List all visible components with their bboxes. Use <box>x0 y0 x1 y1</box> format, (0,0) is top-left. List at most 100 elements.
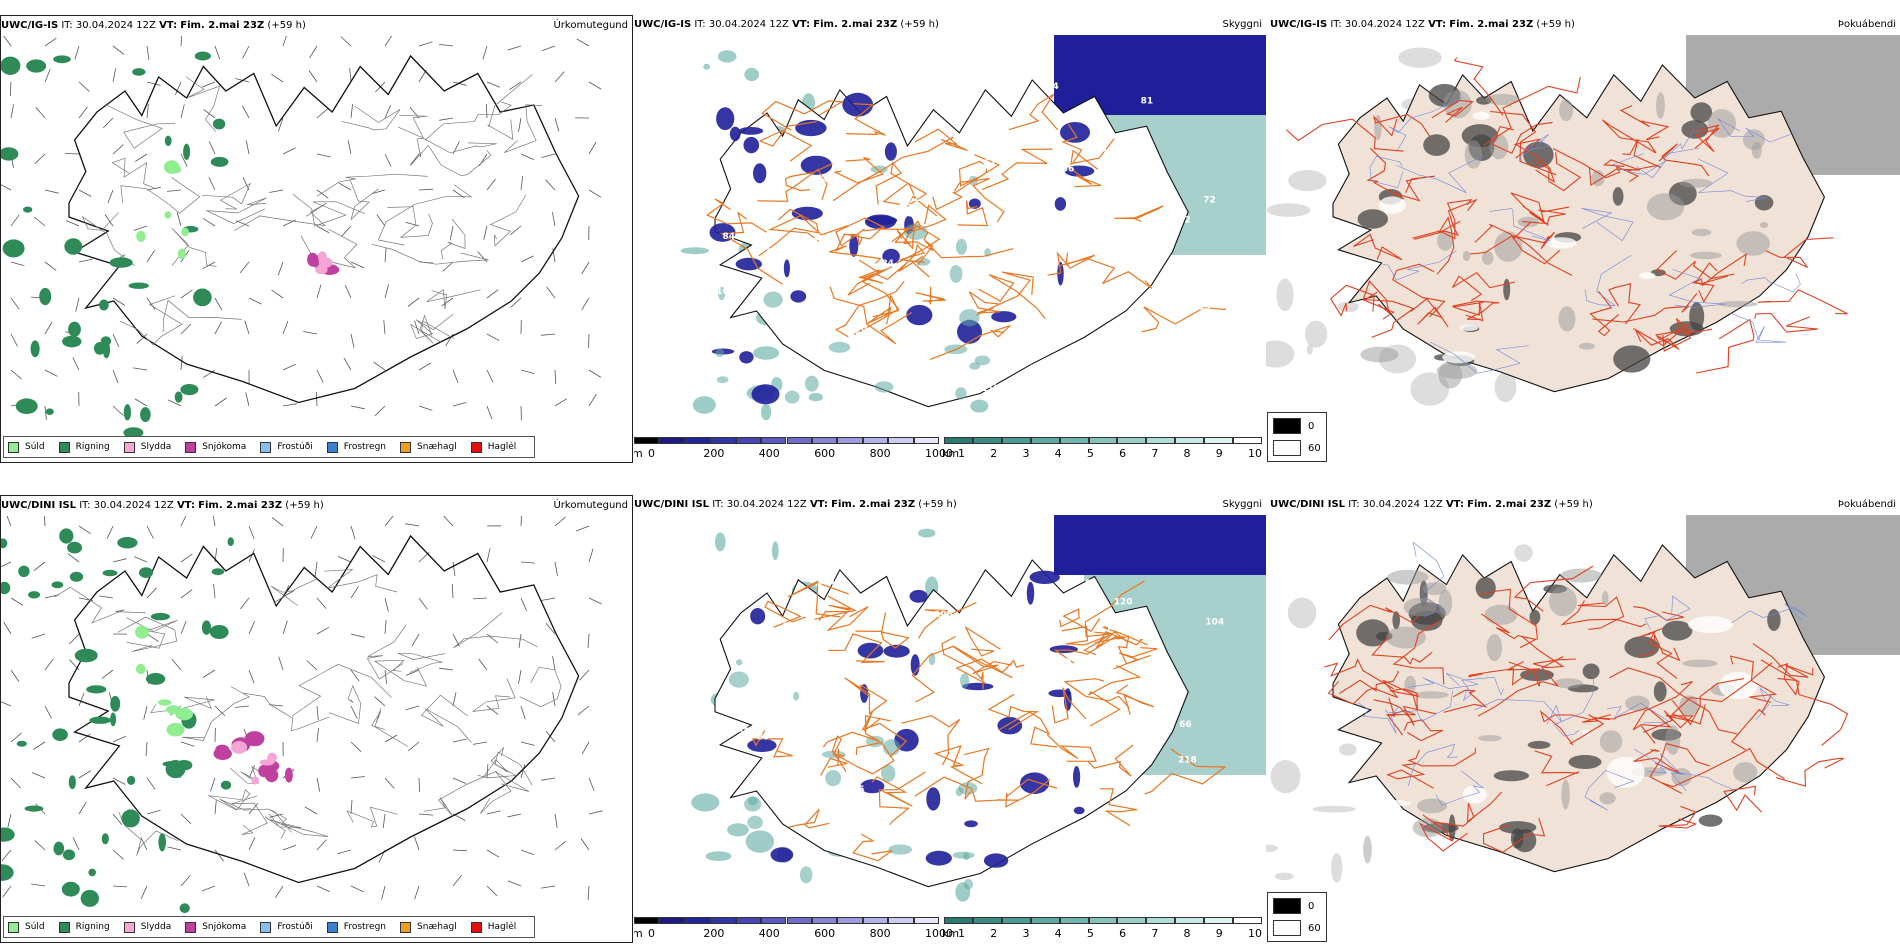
road-line <box>371 243 489 265</box>
road-line <box>349 179 379 221</box>
road-line <box>1552 148 1639 183</box>
road-line <box>346 806 398 828</box>
colorbar-segment <box>811 917 838 924</box>
fog-area <box>1510 828 1524 849</box>
rain-area <box>193 288 212 307</box>
road-line <box>1386 697 1416 736</box>
wind-barb <box>418 188 434 191</box>
wind-barb <box>78 801 87 815</box>
wind-barb <box>146 587 157 599</box>
fog-area <box>1646 193 1685 221</box>
road-line <box>1392 263 1446 318</box>
wind-barb <box>44 594 59 599</box>
fog-legend-label: 60 <box>1308 922 1321 934</box>
legend-label: Rigning <box>75 922 110 932</box>
rain-area <box>102 569 118 577</box>
wind-barb <box>31 883 46 887</box>
river-line <box>1396 155 1484 194</box>
low-cloud-area <box>783 259 790 278</box>
wind-barb <box>316 728 319 743</box>
legend-item: Snjókoma <box>185 921 246 933</box>
visibility-value: 101 <box>716 287 735 297</box>
wind-barb <box>167 846 182 851</box>
wind-barb <box>541 45 556 52</box>
wind-barb <box>145 741 148 757</box>
road-line <box>1638 627 1678 679</box>
wind-barb <box>350 586 359 599</box>
road-line <box>719 211 783 285</box>
legend-label: Frostregn <box>343 442 387 452</box>
road-line <box>1671 662 1773 725</box>
wind-barb <box>282 363 296 371</box>
road-line <box>341 105 401 131</box>
road-line <box>878 771 926 826</box>
road-line <box>1386 763 1434 789</box>
low-cloud-area <box>716 107 735 131</box>
wind-barb <box>304 806 318 815</box>
wind-barb <box>316 885 330 893</box>
low-cloud-area <box>1054 197 1067 211</box>
legend-item: Frostregn <box>326 921 386 933</box>
road-line <box>426 289 481 310</box>
wind-barb <box>33 561 46 572</box>
wind-barb <box>282 844 297 851</box>
colorbar-segment <box>761 917 787 924</box>
fog-swatch <box>1273 440 1301 456</box>
low-visibility-area <box>784 390 800 404</box>
visibility-value: 53 <box>744 728 757 738</box>
low-visibility-area <box>735 659 743 666</box>
road-line <box>201 182 252 210</box>
rain-area <box>123 427 144 438</box>
fog-area <box>1417 798 1447 814</box>
visibility-value: 86 <box>1176 378 1189 388</box>
fog-area <box>1357 209 1388 229</box>
road-line <box>481 747 508 779</box>
road-line <box>377 184 473 246</box>
wind-barb <box>439 117 454 121</box>
road-line <box>1117 635 1151 665</box>
road-line <box>911 645 1013 703</box>
low-visibility-area <box>874 381 894 393</box>
wind-barb <box>278 117 284 132</box>
road-line <box>424 770 497 817</box>
road-line <box>231 795 268 836</box>
river-line <box>1634 748 1735 791</box>
visibility-value: 150 <box>848 324 867 334</box>
road-line <box>768 214 848 242</box>
fog-legend-label: 0 <box>1308 900 1315 912</box>
wind-barb <box>271 73 284 83</box>
low-visibility-area <box>703 63 710 70</box>
colorbar-segment <box>735 917 762 924</box>
panel-header: UWC/IG-IS IT: 30.04.2024 12Z VT: Fim. 2.… <box>1270 19 1575 30</box>
low-visibility-area <box>691 793 720 812</box>
low-cloud-area <box>983 853 1009 868</box>
road-line <box>162 299 242 333</box>
fog-area <box>1625 695 1650 712</box>
wind-barb <box>6 516 12 527</box>
road-line <box>764 600 807 628</box>
visibility-value: 66 <box>1037 216 1050 226</box>
visibility-colorbar: km 1 2 3 4 5 6 7 8 9 10 <box>942 917 1262 941</box>
road-line <box>489 194 527 247</box>
visibility-value: 114 <box>1033 232 1052 242</box>
snow-area <box>284 767 293 783</box>
visibility-value: 211 <box>908 209 927 219</box>
wind-barb <box>248 548 255 563</box>
wind-barb <box>146 104 149 119</box>
road-line <box>1099 788 1138 827</box>
wind-barb <box>316 839 327 851</box>
road-line <box>818 605 869 632</box>
road-line <box>871 776 913 807</box>
colorbar-tick: 6 <box>1119 927 1127 940</box>
wind-barb <box>520 255 534 263</box>
road-line <box>1491 121 1553 155</box>
fog-area <box>1443 90 1472 119</box>
visibility-value: 91 <box>1030 364 1043 374</box>
wind-barb <box>235 705 250 708</box>
road-line <box>219 798 292 833</box>
road-line <box>1363 291 1415 338</box>
wind-barb <box>214 321 222 335</box>
fog-area <box>1339 743 1357 756</box>
colorbar-tick: 3 <box>1022 927 1030 940</box>
wind-barb <box>507 813 522 818</box>
